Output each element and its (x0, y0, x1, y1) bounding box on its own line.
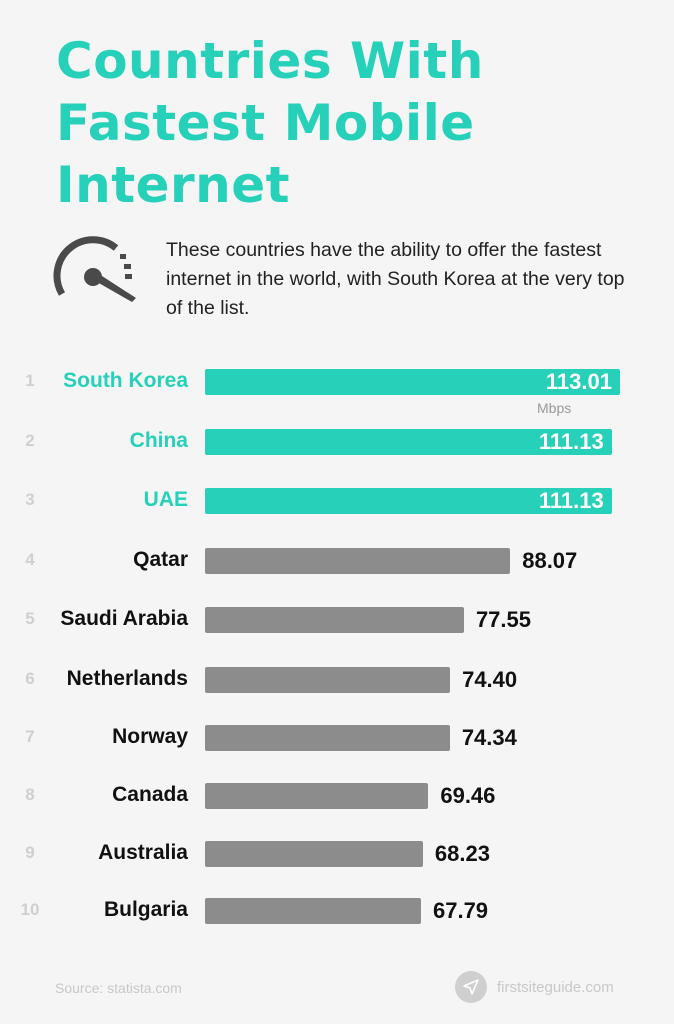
bar (205, 841, 423, 867)
source-text: Source: statista.com (55, 980, 182, 996)
category-label: Canada (112, 783, 188, 806)
bar (205, 783, 429, 809)
bar (205, 488, 612, 514)
bar-row: 5 Saudi Arabia 77.55 (0, 605, 674, 635)
value-label: 88.07 (522, 548, 578, 573)
category-label: Australia (98, 841, 188, 864)
rank-label: 1 (25, 371, 35, 390)
bar-row: 6 Netherlands 74.40 (0, 665, 674, 695)
rank-label: 9 (25, 843, 35, 862)
value-label: 69.46 (440, 783, 496, 808)
bar-row: 7 Norway 74.34 (0, 723, 674, 753)
bar-row: 4 Qatar 88.07 (0, 546, 674, 576)
value-label: 74.34 (461, 725, 517, 750)
bar-row: 2 China 111.13 (0, 427, 674, 457)
bar-row: 3 UAE 111.13 (0, 486, 674, 516)
category-label: Qatar (133, 548, 188, 571)
value-label: 113.01 (545, 369, 612, 394)
bar (205, 429, 612, 455)
rank-label: 3 (25, 490, 35, 509)
paper-plane-icon (455, 971, 487, 1003)
rank-label: 6 (25, 669, 35, 688)
bar (205, 898, 421, 924)
rank-label: 10 (20, 900, 40, 919)
rank-label: 5 (25, 609, 35, 628)
bar-row: 8 Canada 69.46 (0, 781, 674, 811)
bar (205, 369, 620, 395)
value-label: 74.40 (462, 667, 518, 692)
speedometer-icon (53, 236, 136, 302)
value-label: 111.13 (538, 429, 604, 454)
category-label: Bulgaria (103, 898, 188, 921)
value-label: 68.23 (434, 841, 490, 866)
value-label: 67.79 (432, 898, 489, 923)
value-label: 77.55 (475, 607, 531, 632)
bar-row: 10 Bulgaria 67.79 (0, 896, 674, 926)
brand-link[interactable]: firstsiteguide.com (455, 970, 614, 1004)
category-label: Netherlands (66, 667, 188, 690)
category-label: South Korea (63, 369, 188, 392)
unit-label: Mbps (537, 400, 572, 416)
bar (205, 607, 464, 633)
bar (205, 725, 450, 751)
category-label: China (129, 429, 188, 452)
category-label: Norway (112, 725, 188, 748)
category-label: UAE (143, 488, 188, 511)
category-label: Saudi Arabia (60, 607, 188, 630)
bar-row: 1 South Korea 113.01 Mbps (0, 367, 674, 416)
bar (205, 667, 451, 693)
rank-label: 8 (25, 785, 35, 804)
intro-text: These countries have the ability to offe… (166, 239, 625, 319)
page-title: Countries With Fastest Mobile Internet (56, 32, 484, 214)
bar (205, 548, 511, 574)
rank-label: 4 (25, 550, 35, 569)
rank-label: 2 (25, 431, 35, 450)
value-label: 111.13 (538, 488, 604, 513)
bar-row: 9 Australia 68.23 (0, 839, 674, 869)
rank-label: 7 (25, 727, 35, 746)
brand-name: firstsiteguide.com (497, 978, 614, 996)
